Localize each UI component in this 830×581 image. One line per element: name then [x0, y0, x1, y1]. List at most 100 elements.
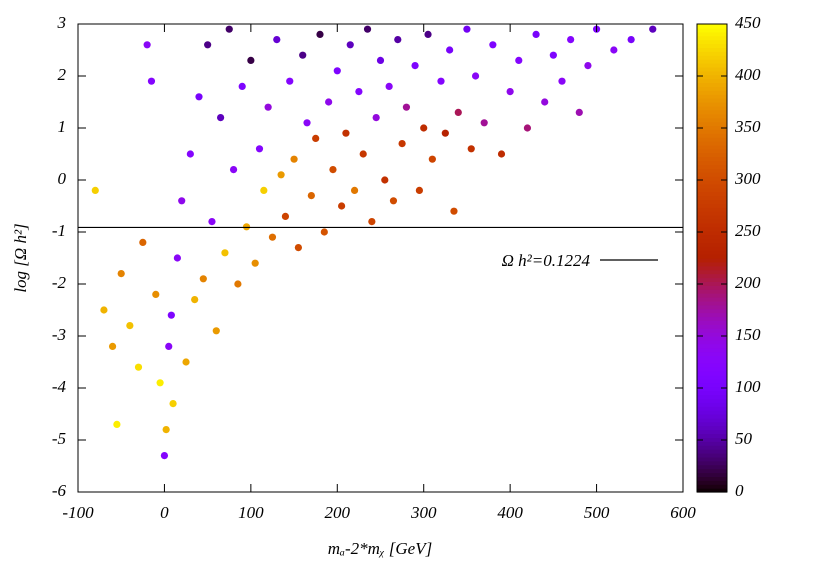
- colorbar-step: [697, 375, 727, 380]
- colorbar-step: [697, 304, 727, 310]
- x-tick-label: 600: [670, 503, 696, 522]
- colorbar-step: [697, 160, 727, 165]
- colorbar-step: [697, 410, 727, 415]
- point: [350, 186, 359, 194]
- colorbar-step: [697, 312, 727, 318]
- colorbar-step: [697, 168, 727, 173]
- colorbar-step: [697, 191, 727, 197]
- x-tick-label: 200: [325, 503, 351, 522]
- x-tick-label: 100: [238, 503, 264, 522]
- y-tick-label: 1: [58, 117, 67, 136]
- colorbar-step: [697, 211, 727, 216]
- point: [260, 186, 268, 194]
- colorbar-step: [697, 137, 727, 142]
- colorbar-step: [697, 195, 727, 201]
- colorbar-step: [697, 480, 727, 485]
- colorbar-step: [697, 300, 727, 306]
- point: [515, 56, 523, 64]
- colorbar-step: [697, 429, 727, 435]
- colorbar-step: [697, 453, 727, 458]
- colorbar-step: [697, 437, 727, 442]
- colorbar-step: [697, 417, 727, 423]
- colorbar-step: [697, 78, 727, 84]
- colorbar-step: [697, 382, 727, 388]
- point: [91, 186, 99, 194]
- colorbar-step: [697, 180, 727, 185]
- colorbar-step: [697, 261, 727, 267]
- point: [394, 36, 402, 44]
- colorbar-step: [697, 133, 727, 138]
- colorbar-tick-label: 250: [735, 221, 761, 240]
- point: [169, 400, 177, 408]
- colorbar-step: [697, 144, 727, 150]
- colorbar-step: [697, 219, 727, 224]
- colorbar-step: [697, 148, 727, 154]
- point: [139, 238, 147, 246]
- point: [134, 363, 143, 371]
- point: [152, 290, 160, 298]
- colorbar-step: [697, 234, 727, 240]
- y-tick-label: -1: [52, 221, 66, 240]
- colorbar-tick-label: 450: [735, 13, 761, 32]
- colorbar-step: [697, 183, 727, 189]
- point: [167, 311, 175, 319]
- point: [264, 103, 272, 111]
- colorbar-step: [697, 425, 727, 431]
- point: [162, 426, 170, 434]
- colorbar-step: [697, 472, 727, 477]
- colorbar-step: [697, 394, 727, 399]
- colorbar-step: [697, 102, 727, 107]
- point: [575, 108, 583, 116]
- point: [381, 176, 389, 184]
- x-tick-label: 300: [410, 503, 437, 522]
- point: [117, 270, 125, 278]
- point: [649, 25, 657, 33]
- y-axis-label: log [Ω h²]: [11, 223, 30, 292]
- point: [480, 119, 488, 127]
- x-tick-label: 500: [584, 503, 610, 522]
- colorbar-step: [697, 464, 727, 470]
- colorbar-step: [697, 31, 727, 37]
- point: [217, 114, 225, 122]
- colorbar-step: [697, 43, 727, 48]
- point: [281, 212, 290, 220]
- x-axis-label: mₐ-2*mᵪ [GeV]: [328, 539, 432, 558]
- y-tick-label: -2: [52, 273, 67, 292]
- colorbar-step: [697, 176, 727, 181]
- point: [238, 82, 246, 90]
- colorbar-step: [697, 367, 727, 372]
- point: [316, 30, 324, 38]
- point: [549, 51, 557, 59]
- colorbar-step: [697, 390, 727, 396]
- colorbar-step: [697, 125, 727, 130]
- colorbar-step: [697, 476, 727, 481]
- point: [446, 46, 454, 54]
- point: [303, 119, 311, 127]
- point: [251, 259, 259, 267]
- point: [420, 124, 428, 132]
- colorbar-step: [697, 281, 727, 286]
- point: [338, 202, 346, 210]
- colorbar-step: [697, 39, 727, 45]
- point: [497, 150, 506, 158]
- point: [454, 108, 462, 116]
- colorbar-step: [697, 406, 727, 411]
- point: [471, 72, 480, 80]
- point: [212, 327, 220, 335]
- colorbar-step: [697, 386, 727, 392]
- colorbar-step: [697, 371, 727, 376]
- colorbar-step: [697, 156, 727, 162]
- point: [342, 129, 350, 137]
- colorbar-step: [697, 433, 727, 438]
- colorbar-step: [697, 378, 727, 384]
- y-tick-label: -5: [52, 429, 66, 448]
- colorbar-step: [697, 86, 727, 91]
- colorbar-step: [697, 27, 727, 33]
- colorbar-step: [697, 199, 727, 204]
- y-tick-label: -3: [52, 325, 66, 344]
- colorbar-step: [697, 351, 727, 357]
- point: [376, 56, 385, 64]
- colorbar-tick-label: 0: [735, 481, 744, 500]
- colorbar-step: [697, 414, 727, 419]
